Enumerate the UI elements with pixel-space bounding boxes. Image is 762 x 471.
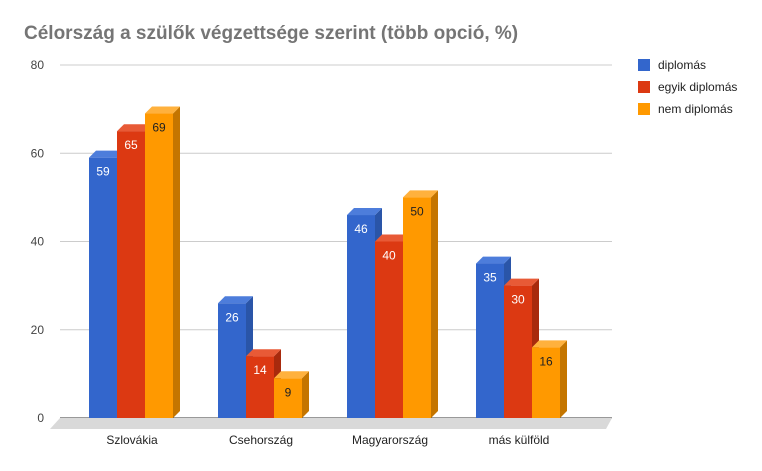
- bar-front: [403, 197, 431, 418]
- bar-front: [246, 356, 274, 418]
- bar-side: [560, 340, 567, 418]
- bar-top: [476, 256, 511, 264]
- bar: 50: [403, 190, 438, 418]
- y-tick-label: 60: [31, 146, 45, 160]
- bar-front: [347, 215, 375, 418]
- legend-label: nem diplomás: [658, 102, 733, 116]
- x-tick-label: Szlovákia: [106, 433, 158, 447]
- bar-top: [347, 208, 382, 216]
- legend-label: egyik diplomás: [658, 80, 737, 94]
- bar-top: [117, 124, 152, 132]
- bar-top: [145, 106, 180, 114]
- chart-title: Célország a szülők végzettsége szerint (…: [24, 23, 518, 44]
- bar-top: [504, 278, 539, 286]
- data-label: 46: [354, 222, 368, 236]
- x-tick-label: Magyarország: [352, 433, 428, 447]
- bar: 9: [274, 371, 309, 418]
- bar-side: [431, 190, 438, 418]
- y-tick-label: 0: [37, 411, 44, 425]
- bar-front: [145, 113, 173, 418]
- bar-top: [274, 371, 309, 379]
- bar-top: [246, 349, 281, 357]
- data-label: 14: [253, 363, 267, 377]
- bar-top: [532, 340, 567, 348]
- bar: 69: [145, 106, 180, 418]
- y-tick-label: 80: [31, 58, 45, 72]
- legend: diplomás egyik diplomás nem diplomás: [638, 58, 737, 116]
- bar-top: [218, 296, 253, 304]
- data-label: 30: [511, 293, 525, 307]
- bar-side: [173, 106, 180, 418]
- data-label: 9: [285, 385, 292, 399]
- x-axis-labels: Szlovákia Csehország Magyarország más külfö…: [106, 433, 549, 447]
- bar-top: [89, 150, 124, 158]
- x-tick-label: Csehország: [229, 433, 293, 447]
- x-tick-label: más külföld: [489, 433, 550, 447]
- data-label: 26: [225, 310, 239, 324]
- data-label: 59: [96, 165, 110, 179]
- legend-swatch: [638, 81, 650, 93]
- bar-top: [375, 234, 410, 242]
- data-label: 35: [483, 271, 497, 285]
- y-tick-label: 20: [31, 323, 45, 337]
- legend-label: diplomás: [658, 58, 706, 72]
- bar-side: [302, 371, 309, 418]
- bar-front: [218, 303, 246, 418]
- bar-top: [403, 190, 438, 198]
- bars: 59 65 69 26 14 9 46 40 50 35 30 16: [89, 106, 567, 418]
- chart-floor: [50, 418, 612, 429]
- bar-front: [274, 378, 302, 418]
- bar-front: [89, 157, 117, 418]
- legend-swatch: [638, 59, 650, 71]
- data-label: 50: [410, 204, 424, 218]
- data-label: 69: [152, 121, 166, 135]
- y-tick-label: 40: [31, 235, 45, 249]
- floor-plane: [50, 418, 612, 429]
- legend-swatch: [638, 103, 650, 115]
- y-axis-ticks: 0 20 40 60 80: [31, 58, 45, 425]
- bar-front: [117, 131, 145, 418]
- bar: 16: [532, 340, 567, 418]
- data-label: 16: [539, 354, 553, 368]
- bar-front: [532, 347, 560, 418]
- data-label: 40: [382, 249, 396, 263]
- bar-front: [504, 285, 532, 418]
- bar-front: [476, 263, 504, 418]
- data-label: 65: [124, 138, 138, 152]
- bar-front: [375, 241, 403, 418]
